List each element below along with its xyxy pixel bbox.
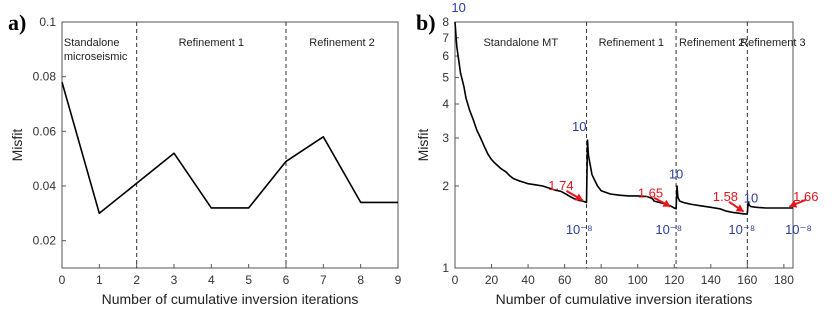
- annotation-label: 1.74: [548, 178, 573, 193]
- annotation-arrow-head: [662, 199, 671, 207]
- x-tick-label: 0: [452, 273, 459, 287]
- x-tick-label: 9: [395, 273, 402, 287]
- y-tick-label: 1: [442, 261, 449, 275]
- series-line: [454, 21, 793, 215]
- x-tick-label: 120: [664, 273, 684, 287]
- plot-frame: [454, 21, 794, 269]
- x-axis-label: Number of cumulative inversion iteration…: [102, 291, 359, 307]
- chart-panel-b: 0 20 40 60 80 100 120 140 160 180 1 2 3 4 5 6 7 8 Number o…: [415, 0, 818, 307]
- annotation-label: 10⁻⁸: [785, 222, 812, 237]
- panel-label: a): [8, 10, 26, 35]
- x-tick-label: 180: [774, 273, 794, 287]
- y-tick-label: 8: [442, 15, 449, 29]
- y-axis-label: Misfit: [415, 129, 431, 162]
- y-tick-label: 0.02: [33, 234, 57, 248]
- annotation-label: 1.65: [638, 185, 663, 200]
- chart-panel-a: 0 1 2 3 4 5 6 7 8 9 0.02 0.04 0.06 0.08 0.1 Number of c…: [8, 10, 402, 307]
- region-label: Refinement 2: [679, 37, 744, 49]
- annotation-arrow-head: [789, 200, 798, 208]
- panel-label: b): [416, 10, 436, 35]
- y-tick-label: 6: [442, 49, 449, 63]
- x-tick-label: 60: [558, 273, 572, 287]
- x-tick-label: 7: [320, 273, 327, 287]
- y-tick-label: 4: [442, 97, 449, 111]
- y-tick-label: 0.1: [39, 15, 56, 29]
- region-label: Standalone: [64, 37, 120, 49]
- annotation-label: 10: [451, 0, 465, 15]
- x-tick-label: 3: [171, 273, 178, 287]
- x-tick-label: 20: [485, 273, 499, 287]
- x-tick-label: 4: [208, 273, 215, 287]
- x-tick-label: 100: [628, 273, 648, 287]
- x-tick-label: 160: [737, 273, 757, 287]
- annotation-label: 10: [572, 119, 586, 134]
- annotation-label: 1.58: [713, 189, 738, 204]
- x-tick-label: 80: [594, 273, 608, 287]
- annotation-arrow-head: [735, 204, 744, 212]
- x-tick-label: 5: [245, 273, 252, 287]
- x-tick-label: 2: [133, 273, 140, 287]
- region-label: Refinement 1: [599, 37, 664, 49]
- region-label: microseismic: [64, 51, 128, 63]
- y-tick-label: 0.06: [33, 124, 57, 138]
- annotation-label: 10⁻⁸: [728, 222, 755, 237]
- y-tick-label: 0.08: [33, 70, 57, 84]
- annotation-arrow-head: [574, 193, 583, 201]
- annotation-label: 10⁻⁸: [655, 222, 682, 237]
- plot-frame: [61, 21, 399, 269]
- x-tick-label: 6: [283, 273, 290, 287]
- series-line: [61, 81, 398, 215]
- x-tick-label: 1: [96, 273, 103, 287]
- region-label: Refinement 3: [740, 37, 805, 49]
- region-label: Refinement 2: [309, 37, 374, 49]
- annotation-label: 1.66: [793, 189, 818, 204]
- y-tick-label: 0.04: [33, 179, 57, 193]
- region-label: Refinement 1: [179, 37, 244, 49]
- y-tick-label: 2: [442, 179, 449, 193]
- annotation-label: 10: [744, 190, 758, 205]
- y-tick-label: 5: [442, 71, 449, 85]
- x-tick-label: 8: [357, 273, 364, 287]
- x-tick-label: 40: [521, 273, 535, 287]
- annotation-label: 10: [669, 167, 683, 182]
- x-tick-label: 140: [701, 273, 721, 287]
- y-axis-label: Misfit: [9, 129, 25, 162]
- y-tick-label: 7: [442, 31, 449, 45]
- region-label: Standalone MT: [483, 37, 558, 49]
- x-tick-label: 0: [59, 273, 66, 287]
- x-axis-label: Number of cumulative inversion iteration…: [496, 291, 753, 307]
- annotation-label: 10⁻⁸: [566, 222, 593, 237]
- y-tick-label: 3: [442, 131, 449, 145]
